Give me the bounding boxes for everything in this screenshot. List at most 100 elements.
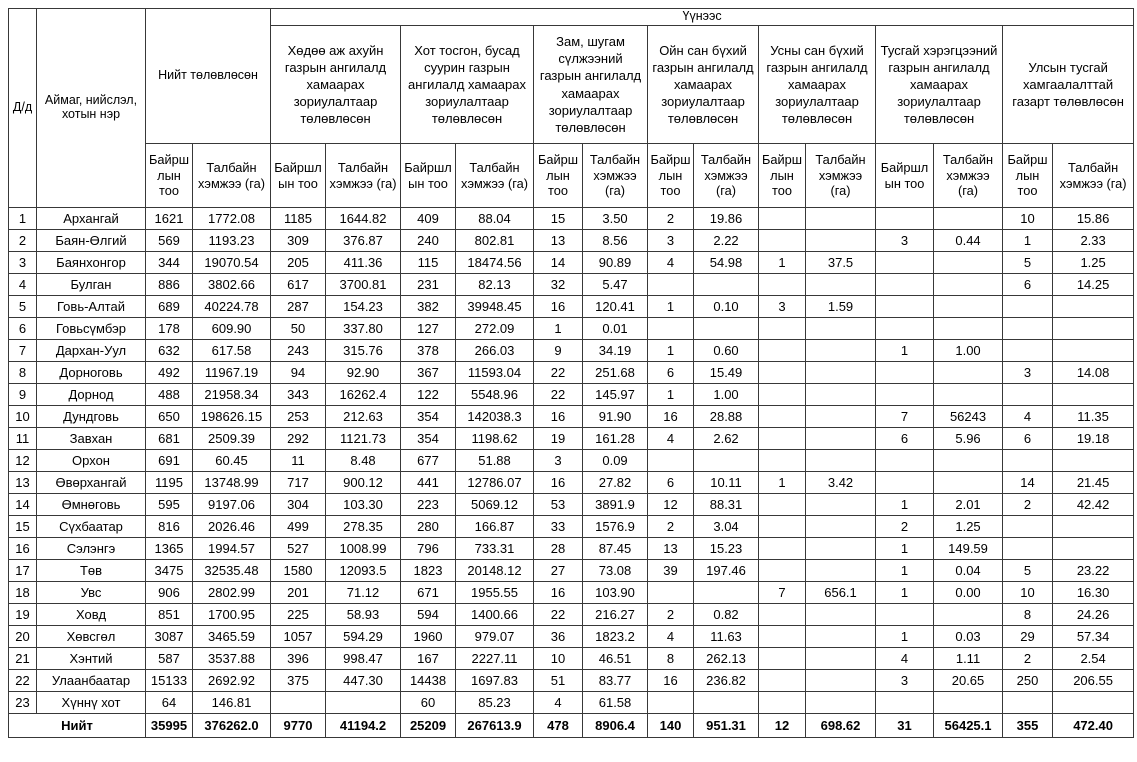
value-cell: 197.46 [693,559,760,582]
value-cell: 2.22 [693,229,760,252]
value-cell: 225 [270,603,327,626]
value-cell: 205 [270,251,327,274]
value-cell: 83.77 [582,669,649,692]
value-cell [758,229,807,252]
value-cell: 82.13 [455,273,535,296]
value-cell: 16.30 [1052,581,1135,604]
value-cell [875,691,935,714]
value-cell: 51.88 [455,449,535,472]
value-cell: 382 [400,295,457,318]
value-cell: 4 [533,691,584,714]
value-cell: 39948.45 [455,295,535,318]
value-cell [647,691,695,714]
total-value-cell: 951.31 [693,713,760,738]
value-cell: 677 [400,449,457,472]
value-cell: 58.93 [325,603,402,626]
value-cell: 57.34 [1052,625,1135,648]
header-row-groups: Хөдөө аж ахуйн газрын ангилалд хамаарах … [9,25,1135,144]
value-cell: 13748.99 [191,471,272,494]
value-cell: 1057 [270,625,327,648]
aimag-name-cell: Орхон [36,449,146,472]
row-number-cell: 14 [8,493,37,516]
value-cell: 569 [145,229,193,252]
value-cell: 1.00 [933,339,1004,362]
value-cell: 8.48 [325,449,402,472]
value-cell [933,691,1004,714]
value-cell: 6 [875,427,935,450]
value-cell [647,273,695,296]
total-row: Нийт 35995 376262.0 9770 41194.2 25209 267613… [8,713,1135,738]
total-value-cell: 41194.2 [325,713,402,738]
value-cell [875,361,935,384]
value-cell: 5.47 [582,273,649,296]
land-planning-table: Д/д Аймаг, нийслэл, хотын нэр Нийт төлөв… [8,8,1135,738]
value-cell: 441 [400,471,457,494]
value-cell [1002,691,1054,714]
value-cell: 166.87 [455,515,535,538]
value-cell: 27.82 [582,471,649,494]
row-number-cell: 17 [8,559,37,582]
value-cell: 0.03 [933,625,1004,648]
value-cell [875,251,935,274]
value-cell: 23.22 [1052,559,1135,582]
table-row: 5 Говь-Алтай 689 40224.78 287 154.23 382 39948.… [8,295,1135,318]
value-cell: 87.45 [582,537,649,560]
table-row: 15 Сүхбаатар 816 2026.46 499 278.35 280 166.87 3… [8,515,1135,538]
value-cell: 656.1 [805,581,877,604]
value-cell: 51 [533,669,584,692]
table-row: 4 Булган 886 3802.66 617 3700.81 231 82.13 32 5.4… [8,273,1135,296]
value-cell: 4 [647,251,695,274]
value-cell: 492 [145,361,193,384]
value-cell: 272.09 [455,317,535,340]
value-cell: 1 [875,581,935,604]
row-number-cell: 21 [8,647,37,670]
table-row: 12 Орхон 691 60.45 11 8.48 677 51.88 3 0.09 [8,449,1135,472]
value-cell: 691 [145,449,193,472]
aimag-name-cell: Булган [36,273,146,296]
value-cell: 309 [270,229,327,252]
subheader-count-7: Байршлын тоо [875,143,935,208]
value-cell [805,229,877,252]
value-cell: 19070.54 [191,251,272,274]
value-cell: 1823.2 [582,625,649,648]
value-cell: 1772.08 [191,207,272,230]
value-cell: 2802.99 [191,581,272,604]
value-cell [758,493,807,516]
value-cell [805,647,877,670]
value-cell: 292 [270,427,327,450]
table-row: 9 Дорнод 488 21958.34 343 16262.4 122 5548.96 22… [8,383,1135,406]
value-cell [758,207,807,230]
value-cell [758,537,807,560]
value-cell [933,449,1004,472]
value-cell: 154.23 [325,295,402,318]
aimag-name-cell: Дорноговь [36,361,146,384]
value-cell: 3465.59 [191,625,272,648]
subheader-count-3: Байршлын тоо [400,143,457,208]
total-label-cell: Нийт [8,713,146,738]
value-cell [1052,537,1135,560]
value-cell: 278.35 [325,515,402,538]
value-cell [1002,339,1054,362]
value-cell: 5069.12 [455,493,535,516]
value-cell: 60.45 [191,449,272,472]
table-head: Д/д Аймаг, нийслэл, хотын нэр Нийт төлөв… [8,8,1135,208]
value-cell: 2 [1002,647,1054,670]
value-cell: 1.59 [805,295,877,318]
value-cell: 3 [533,449,584,472]
value-cell: 14438 [400,669,457,692]
value-cell: 231 [400,273,457,296]
value-cell: 1 [758,251,807,274]
value-cell: 91.90 [582,405,649,428]
value-cell: 447.30 [325,669,402,692]
value-cell: 1823 [400,559,457,582]
value-cell: 19.18 [1052,427,1135,450]
value-cell: 0.04 [933,559,1004,582]
value-cell: 11.63 [693,625,760,648]
value-cell: 287 [270,295,327,318]
value-cell [933,361,1004,384]
total-value-cell: 472.40 [1052,713,1135,738]
row-number-cell: 23 [8,691,37,714]
value-cell: 266.03 [455,339,535,362]
value-cell: 212.63 [325,405,402,428]
value-cell [758,383,807,406]
